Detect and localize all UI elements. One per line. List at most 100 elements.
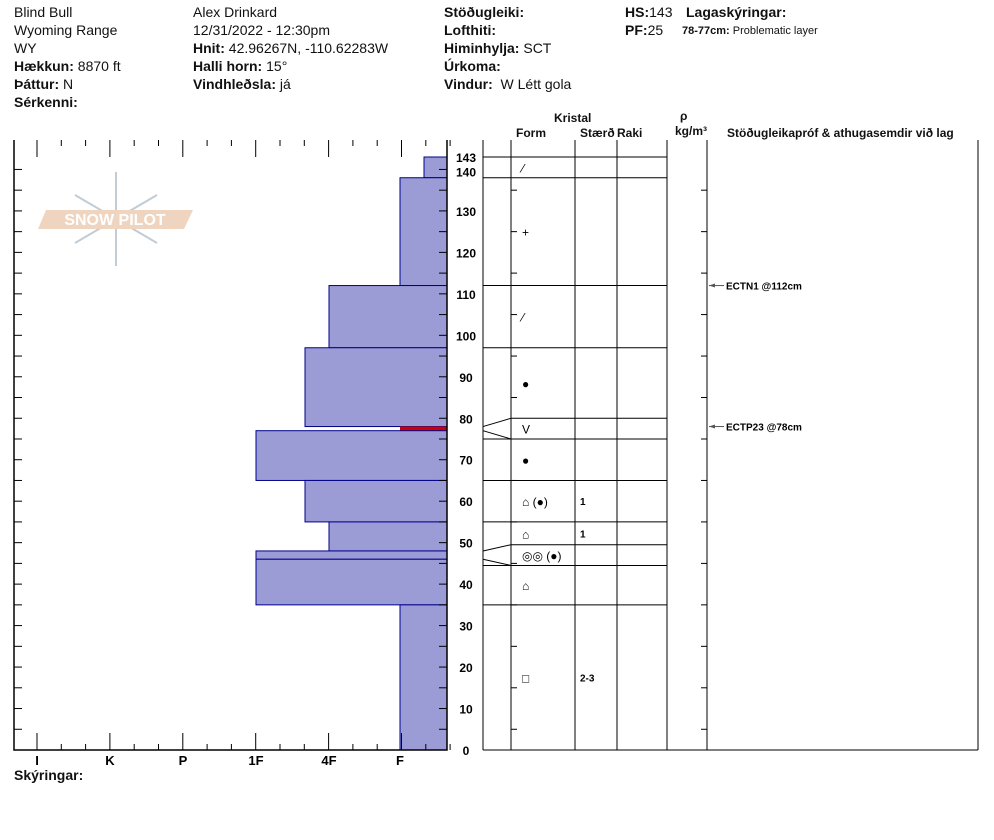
layer-note: 78-77cm: Problematic layer — [682, 22, 818, 40]
wind-value: W Létt gola — [500, 76, 572, 92]
elevation-label: Hækkun: — [14, 58, 74, 74]
layer-note-text: Problematic layer — [732, 25, 818, 37]
location: Blind Bull — [14, 4, 73, 20]
legend-label: Skýringar: — [14, 767, 84, 783]
wind-loading-value: já — [279, 76, 291, 92]
state: WY — [14, 40, 37, 56]
stability-label: Stöðugleiki: — [444, 4, 525, 20]
crystal-form: ● — [522, 377, 529, 391]
coords-value: 42.96267N, -110.62283W — [228, 40, 389, 56]
arrowhead-icon — [709, 283, 715, 288]
depth-label: 130 — [456, 205, 476, 219]
crystal-form: ● — [522, 454, 529, 468]
hs-label: HS: — [625, 4, 650, 20]
hs: HS:143 — [625, 3, 672, 21]
depth-label: 40 — [459, 578, 473, 592]
rho-header: ρ — [680, 109, 688, 123]
depth-label: 120 — [456, 246, 476, 260]
slope: Halli horn: 15° — [193, 57, 287, 75]
depth-label: 90 — [459, 371, 473, 385]
size-header: Stærð — [580, 126, 615, 140]
aspect-value: N — [63, 76, 74, 92]
snowpilot-logo: SNOW PILOT — [38, 172, 193, 266]
layer-note-range: 78-77cm: — [682, 25, 730, 37]
hardness-bar — [304, 479, 448, 523]
hardness-label-1F: 1F — [248, 753, 263, 768]
layer-connector — [482, 558, 512, 566]
depth-label: 20 — [459, 661, 473, 675]
depth-label: 80 — [459, 412, 473, 426]
logo-text: SNOW PILOT — [64, 212, 166, 229]
crystal-form: ⌂ (●) — [522, 495, 548, 509]
layer-connector — [482, 417, 512, 428]
depth-label: 140 — [456, 165, 476, 179]
wind-loading-label: Vindhleðsla: — [193, 76, 276, 92]
hardness-bar — [399, 604, 448, 751]
observer: Alex Drinkard — [193, 4, 278, 20]
slope-label: Halli horn: — [193, 58, 263, 74]
hardness-bar — [255, 550, 448, 560]
hs-value: 143 — [649, 4, 673, 20]
pf-label: PF: — [625, 22, 648, 38]
density-header: kg/m³ — [675, 124, 708, 138]
pf: PF:25 — [625, 21, 663, 39]
sky-label: Himinhylja: — [444, 40, 520, 56]
layer-connector — [482, 544, 512, 552]
depth-label: 100 — [456, 329, 476, 343]
elevation: Hækkun: 8870 ft — [14, 57, 121, 75]
hardness-label-I: I — [35, 753, 39, 768]
hardness-bar — [423, 156, 448, 179]
stability-test-note: ECTP23 @78cm — [726, 423, 802, 434]
crystal-form: V — [522, 423, 530, 437]
wind: Vindur: W Létt gola — [444, 75, 571, 93]
depth-label: 60 — [459, 495, 473, 509]
hardness-bar — [328, 521, 448, 552]
arrowhead-icon — [709, 424, 715, 429]
features-label: Sérkenni: — [14, 94, 78, 110]
depth-label: 110 — [456, 288, 476, 302]
wind-label: Vindur: — [444, 76, 493, 92]
air-temp-label: Lofthiti: — [444, 22, 497, 38]
hardness-bar — [304, 347, 448, 428]
elevation-value: 8870 ft — [77, 58, 121, 74]
hardness-label-P: P — [179, 753, 188, 768]
crystal-form: □ — [522, 671, 529, 685]
wind-loading: Vindhleðsla: já — [193, 75, 291, 93]
crystal-form: ⁄ — [519, 311, 526, 325]
crystal-form: + — [522, 226, 529, 240]
logo-banner — [38, 210, 193, 229]
hardness-bar — [255, 430, 448, 481]
aspect: Þáttur: N — [14, 75, 73, 93]
crystal-header: Kristal — [554, 111, 592, 125]
chart-frame — [13, 140, 448, 751]
depth-label: 10 — [459, 703, 473, 717]
depth-label: 143 — [456, 151, 476, 165]
hardness-label-K: K — [105, 753, 115, 768]
crystal-size: 2-3 — [580, 673, 595, 684]
crystal-form: ⌂ — [522, 527, 529, 541]
hardness-label-4F: 4F — [321, 753, 336, 768]
hardness-label-F: F — [396, 753, 404, 768]
pf-value: 25 — [647, 22, 664, 38]
aspect-label: Þáttur: — [14, 76, 60, 92]
depth-label: 30 — [459, 620, 473, 634]
crystal-form: ◎◎ (●) — [522, 549, 562, 563]
layer-connector — [482, 430, 512, 440]
coords-label: Hnit: — [193, 40, 225, 56]
depth-label: 0 — [463, 744, 470, 758]
range: Wyoming Range — [14, 22, 118, 38]
stability-test-note: ECTN1 @112cm — [726, 282, 802, 293]
moisture-header: Raki — [617, 126, 643, 140]
crystal-form: ⁄ — [519, 161, 526, 175]
depth-label: 50 — [459, 537, 473, 551]
crystal-size: 1 — [580, 529, 586, 540]
sky-value: SCT — [523, 40, 552, 56]
hardness-bar — [328, 285, 448, 349]
problem-layer-bar — [400, 426, 447, 431]
datetime: 12/31/2022 - 12:30pm — [193, 22, 330, 38]
form-header: Form — [516, 126, 546, 140]
comments-header: Stöðugleikapróf & athugasemdir við lag — [727, 126, 954, 140]
crystal-size: 1 — [580, 497, 586, 508]
